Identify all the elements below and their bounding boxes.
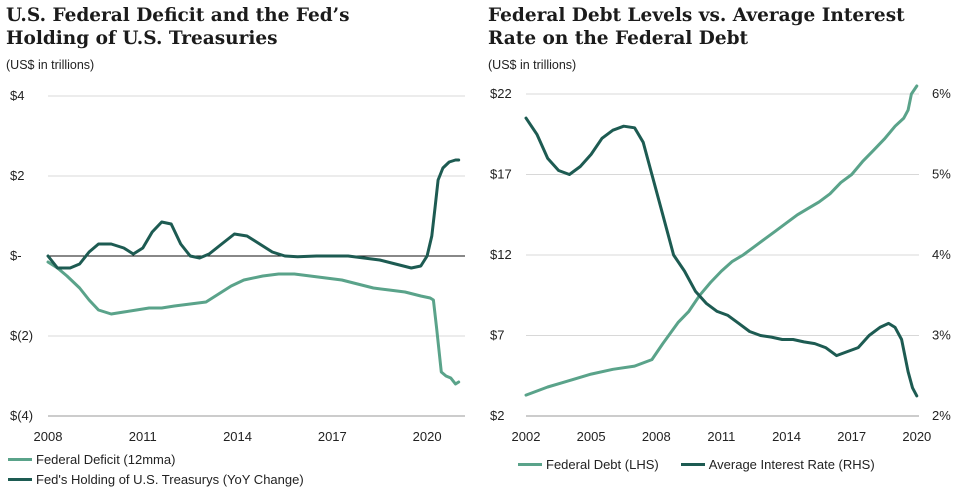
left-chart-series-line-federal-deficit-12mma — [46, 260, 461, 386]
right-chart-x-tick-label: 2002 — [512, 429, 541, 444]
left-chart-series-line-fed-s-holding-of-u-s-treasurys-yoy-change — [46, 158, 461, 270]
right-chart-panel: Federal Debt Levels vs. Average Interest… — [478, 0, 956, 492]
right-chart-y-tick-label: $7 — [490, 328, 504, 343]
left-title-line-2: Holding of U.S. Treasuries — [6, 28, 278, 49]
legend-item-average-interest-rate: Average Interest Rate (RHS) — [680, 454, 875, 474]
right-chart-series-line-federal-debt-lhs — [524, 84, 919, 397]
left-title-line-1: U.S. Federal Deficit and the Fed’s — [6, 5, 350, 26]
right-chart-x-tick-label: 2020 — [902, 429, 931, 444]
legend-item-fed-holding: Fed's Holding of U.S. Treasurys (YoY Cha… — [8, 469, 304, 489]
legend-label-federal-deficit: Federal Deficit (12mma) — [36, 451, 176, 467]
right-chart-y-tick-label: $22 — [490, 86, 512, 101]
right-chart-x-tick-label: 2011 — [707, 429, 735, 444]
left-chart-x-tick-label: 2017 — [318, 429, 347, 444]
left-chart-x-tick-label: 2011 — [129, 429, 157, 444]
left-units-label: (US$ in trillions) — [6, 58, 95, 72]
legend-label-federal-debt: Federal Debt (LHS) — [546, 456, 659, 472]
left-chart-svg: $4 $2 $- $(2) $(4)2008 2011 2014 2017 2020 — [10, 88, 465, 444]
left-chart-x-tick-label: 2008 — [34, 429, 63, 444]
legend-swatch-average-interest-rate — [680, 462, 705, 466]
legend-item-federal-deficit: Federal Deficit (12mma) — [8, 449, 304, 469]
right-chart-y-tick-label: $12 — [490, 247, 512, 262]
left-legend: Federal Deficit (12mma) Fed's Holding of… — [8, 449, 304, 489]
left-chart-y-tick-label: $(4) — [10, 408, 33, 423]
right-chart-y-right-tick-label: 4% — [932, 247, 951, 262]
right-chart-x-tick-label: 2017 — [837, 429, 866, 444]
right-units-label: (US$ in trillions) — [488, 58, 577, 72]
right-chart-x-tick-label: 2014 — [772, 429, 801, 444]
left-chart-y-tick-label: $- — [10, 248, 22, 263]
right-title-line-2: Rate on the Federal Debt — [488, 28, 749, 49]
left-chart-x-tick-label: 2020 — [413, 429, 442, 444]
right-chart-y-right-tick-label: 3% — [932, 328, 951, 343]
right-chart-y-right-tick-label: 6% — [932, 86, 951, 101]
right-chart-y-tick-label: $17 — [490, 167, 512, 182]
left-chart-x-tick-label: 2014 — [223, 429, 252, 444]
legend-swatch-federal-debt — [518, 462, 542, 466]
right-chart-svg: $22 $17 $12 $7 $2 6% 5% 4% 3% 2% 2002 2005 2008 2011 2… — [490, 84, 951, 444]
legend-item-federal-debt: Federal Debt (LHS) — [518, 454, 659, 474]
right-chart-y-tick-label: $2 — [490, 408, 504, 423]
right-chart-series-line-average-interest-rate-rhs — [524, 116, 919, 398]
right-chart-title: Federal Debt Levels vs. Average Interest… — [488, 4, 956, 50]
right-title-line-1: Federal Debt Levels vs. Average Interest — [488, 5, 905, 26]
left-chart-panel: U.S. Federal Deficit and the Fed’s Holdi… — [6, 4, 476, 489]
right-chart-y-right-tick-label: 2% — [932, 408, 951, 423]
right-chart-y-right-tick-label: 5% — [932, 167, 951, 182]
left-chart-title: U.S. Federal Deficit and the Fed’s Holdi… — [6, 4, 476, 50]
legend-label-fed-holding: Fed's Holding of U.S. Treasurys (YoY Cha… — [36, 471, 304, 487]
right-legend: Federal Debt (LHS) Average Interest Rate… — [518, 454, 897, 474]
left-chart-y-tick-label: $2 — [10, 168, 24, 183]
legend-swatch-federal-deficit — [8, 457, 32, 461]
left-chart-y-tick-label: $(2) — [10, 328, 33, 343]
right-chart-x-tick-label: 2008 — [642, 429, 671, 444]
legend-swatch-fed-holding — [8, 477, 32, 481]
legend-label-average-interest-rate: Average Interest Rate (RHS) — [708, 456, 875, 472]
right-chart-x-tick-label: 2005 — [577, 429, 606, 444]
left-chart-y-tick-label: $4 — [10, 88, 24, 103]
